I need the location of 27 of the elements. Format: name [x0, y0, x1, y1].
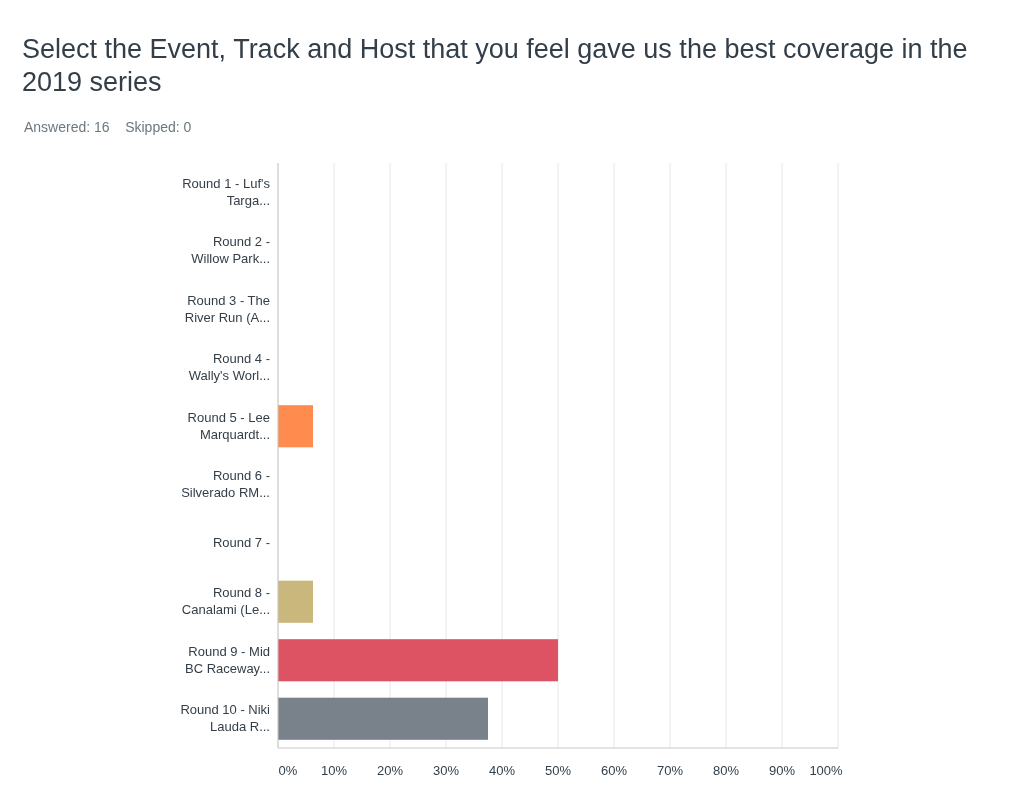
y-tick-label: Round 4 - Wally's Worl...	[188, 351, 270, 384]
y-tick-label: Round 9 - Mid BC Raceway...	[184, 643, 270, 676]
x-tick-label: 90%	[768, 763, 796, 778]
x-tick-label: 70%	[656, 763, 684, 778]
x-tick-label: 80%	[712, 763, 740, 778]
x-tick-label: 40%	[488, 763, 516, 778]
y-tick-label: Round 7 -	[212, 535, 270, 551]
x-tick-label: 20%	[376, 763, 404, 778]
y-tick-label: Round 3 - The River Run (A...	[184, 292, 270, 325]
y-tick-label: Round 2 - Willow Park...	[191, 234, 270, 267]
y-tick-label: Round 5 - Lee Marquardt...	[187, 409, 270, 442]
text: Answered: 16 Skipped: 0	[24, 119, 192, 135]
x-tick-label: 50%	[544, 763, 572, 778]
x-tick-label: 100%	[809, 763, 844, 778]
x-tick-label: 10%	[320, 763, 348, 778]
x-tick-label: 0%	[278, 763, 298, 778]
y-tick-label: Round 6 - Silverado RM...	[181, 468, 270, 501]
bar	[278, 580, 313, 623]
y-tick-label: Round 8 - Canalami (Le...	[181, 585, 270, 618]
chart-title: Select the Event, Track and Host that you feel gave us the best coverage in the 2019 series	[22, 34, 968, 97]
bar	[278, 639, 558, 682]
bar	[278, 405, 313, 448]
x-tick-label: 30%	[432, 763, 460, 778]
x-tick-label: 60%	[600, 763, 628, 778]
y-tick-label: Round 10 - Niki Lauda R...	[180, 702, 271, 735]
y-tick-label: Round 1 - Luf's Targa...	[182, 175, 271, 208]
bar	[278, 697, 488, 740]
